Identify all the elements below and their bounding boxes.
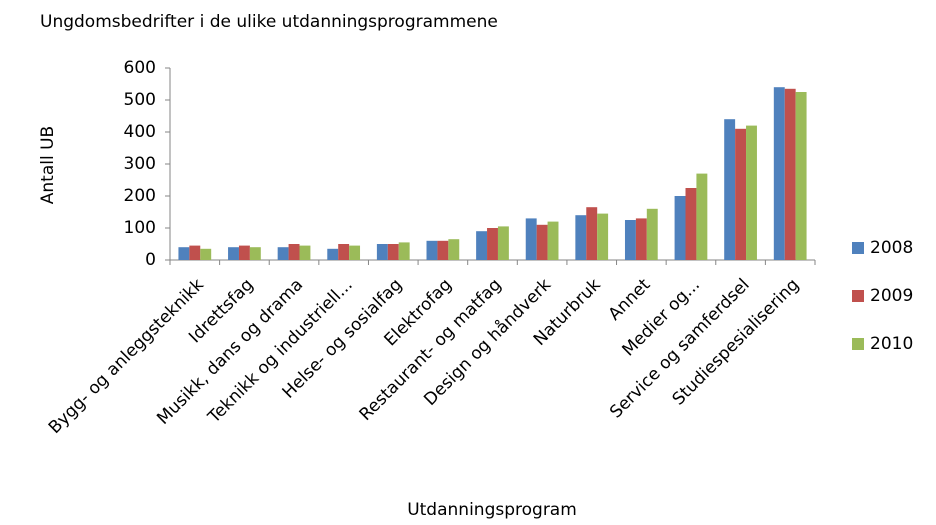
bar <box>784 88 796 260</box>
legend-label: 2008 <box>870 238 913 258</box>
bar <box>724 119 736 260</box>
bar <box>586 207 598 260</box>
bar <box>178 247 190 260</box>
legend-label: 2010 <box>870 334 913 354</box>
bar <box>635 218 647 260</box>
bar <box>299 245 311 260</box>
bar <box>338 244 350 260</box>
bar <box>597 213 609 260</box>
y-tick-label: 100 <box>124 218 156 238</box>
bar <box>795 92 807 260</box>
bar <box>696 173 708 260</box>
bar <box>437 240 449 260</box>
bar <box>249 247 261 260</box>
legend-swatch <box>852 290 864 302</box>
y-tick-label: 200 <box>124 186 156 206</box>
bar <box>288 244 300 260</box>
bar <box>387 244 399 260</box>
bar <box>773 87 785 260</box>
bar <box>200 248 212 260</box>
bar <box>575 215 587 260</box>
x-tick-label: Bygg- og anleggsteknikk <box>45 275 208 438</box>
bar <box>376 244 388 260</box>
bar <box>497 226 509 260</box>
bar <box>476 231 488 260</box>
x-axis-label: Utdanningsprogram <box>407 500 577 520</box>
bar <box>487 228 498 260</box>
y-tick-label: 300 <box>124 154 156 174</box>
bar <box>646 208 658 260</box>
bar <box>448 239 460 260</box>
y-tick-label: 600 <box>124 58 156 78</box>
bar <box>674 196 686 260</box>
bar <box>327 248 339 260</box>
bar <box>277 247 289 260</box>
y-tick-label: 0 <box>145 250 156 270</box>
legend-label: 2009 <box>870 286 913 306</box>
bar <box>238 245 250 260</box>
bar <box>228 247 239 260</box>
bar <box>426 240 438 260</box>
y-axis-label: Antall UB <box>38 126 58 204</box>
y-tick-label: 500 <box>124 90 156 110</box>
legend-swatch <box>852 338 864 350</box>
bar <box>349 245 361 260</box>
bar <box>525 218 537 260</box>
bar <box>746 125 757 260</box>
bar <box>398 242 410 260</box>
chart-title: Ungdomsbedrifter i de ulike utdanningspr… <box>40 12 498 32</box>
bar <box>536 224 548 260</box>
bar <box>547 221 559 260</box>
bar <box>735 128 747 260</box>
bar <box>624 220 636 260</box>
bar <box>685 188 697 260</box>
y-tick-label: 400 <box>124 122 156 142</box>
legend-swatch <box>852 242 864 254</box>
bar <box>189 245 201 260</box>
